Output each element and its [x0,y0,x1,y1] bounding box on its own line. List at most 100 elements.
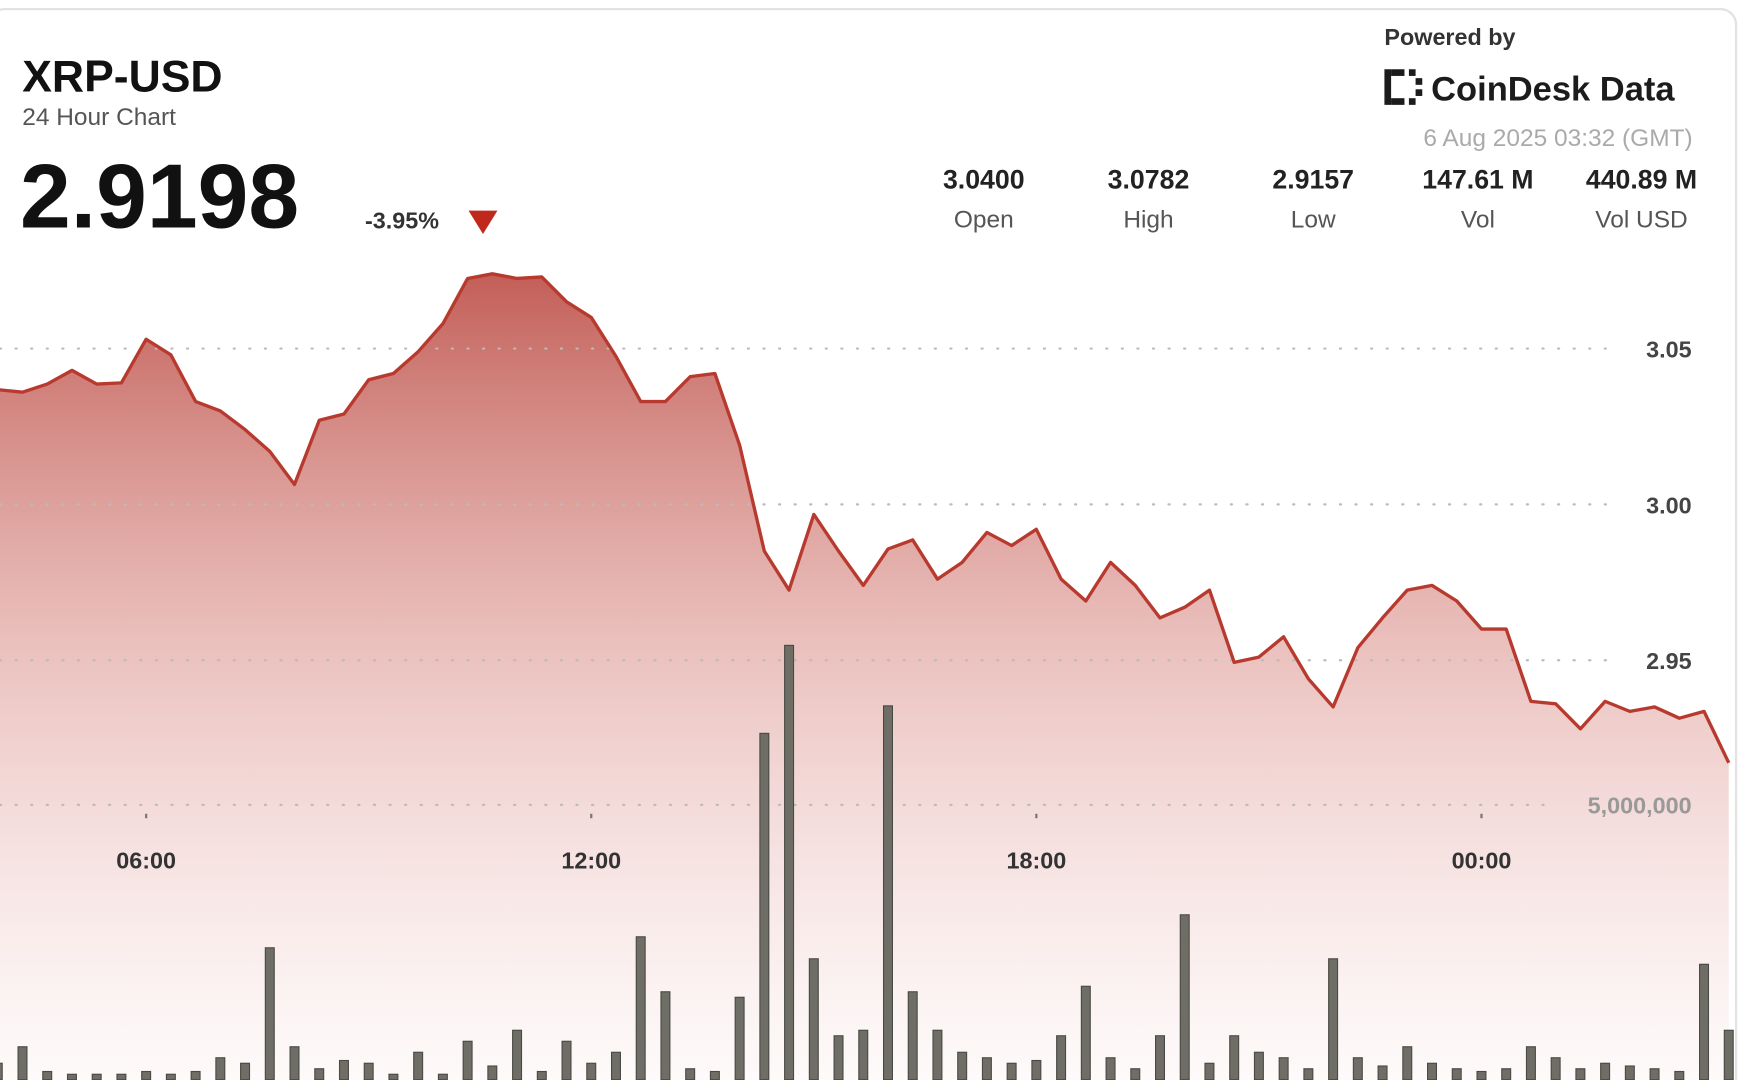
volume-bar [1575,1068,1586,1080]
volume-bar [1723,1029,1734,1080]
volume-bar [264,947,275,1080]
volume-bar [907,991,918,1080]
volume-bar [808,958,819,1080]
volume-bar [1253,1051,1264,1080]
y2-tick-label: 5,000,000 [1588,793,1692,819]
volume-bar [833,1035,844,1080]
y-tick-label: 3.05 [1646,336,1691,362]
volume-bar [709,1070,720,1080]
volume-bar [1278,1057,1289,1080]
volume-bar [1080,985,1091,1080]
stat-label: Open [954,206,1014,233]
volume-bar [1476,1070,1487,1080]
down-arrow [468,210,498,234]
volume-bar [363,1062,374,1080]
volume-bar [1624,1065,1635,1080]
volume-bar [1352,1057,1363,1080]
price-area [0,273,1729,1080]
x-tick-label: 12:00 [561,847,621,873]
timestamp: 6 Aug 2025 03:32 (GMT) [1423,125,1692,152]
volume-bar [981,1057,992,1080]
change: -3.95% [365,207,439,233]
symbol: XRP-USD [22,53,222,102]
volume-bar [1451,1068,1462,1080]
volume-bar [1031,1059,1042,1080]
volume-bar [462,1040,473,1080]
x-tick-label: 18:00 [1006,847,1066,873]
volume-bar [190,1070,201,1080]
volume-bar [635,936,646,1080]
volume-bar [957,1051,968,1080]
volume-bar [66,1073,77,1080]
stat-label: High [1123,206,1173,233]
volume-bar [165,1073,176,1080]
price-line [0,272,1731,764]
volume-bar [1130,1068,1141,1080]
stats: 3.0400 Open 3.0782 High 2.9157 Low 147.61 M Vol… [943,164,1697,233]
volume-bar [561,1040,572,1080]
volume-bar [413,1051,424,1080]
volume-bar [660,991,671,1080]
volume-bar [338,1059,349,1080]
stat-value: 3.0782 [1108,164,1190,194]
stat-label: Vol USD [1595,206,1687,233]
brand: CoinDesk Data [1431,70,1675,108]
volume-bar [1006,1062,1017,1080]
volume-bar [487,1065,498,1080]
volume-bar [141,1070,152,1080]
volume-bar [314,1068,325,1080]
volume-bar [42,1070,53,1080]
volume-bar [512,1029,523,1080]
volume-bar [784,644,795,1080]
price: 2.9198 [20,145,299,247]
volume-bar [1699,963,1710,1080]
stat-value: 440.89 M [1586,164,1697,194]
y-tick-label: 3.00 [1646,492,1691,518]
volume-bar [437,1073,448,1080]
x-tick-label: 00:00 [1452,847,1512,873]
volume-bar [1328,958,1339,1080]
volume-bar [932,1029,943,1080]
volume-bar [1525,1046,1536,1080]
x-tick-label: 06:00 [116,847,176,873]
volume-bar [1674,1070,1685,1080]
volume-bar [1179,914,1190,1080]
volume-bar [1229,1035,1240,1080]
volume-bar [240,1062,251,1080]
volume-bar [1154,1035,1166,1080]
volume-bar [91,1073,102,1080]
volume-bar [1204,1062,1215,1080]
volume-bar [536,1070,547,1080]
volume-bar [0,1062,3,1080]
volume-bar [215,1057,226,1080]
volume-bar [1649,1068,1660,1080]
stat-value: 2.9157 [1272,164,1354,194]
volume-bar [17,1046,28,1080]
volume-bar [1600,1062,1611,1080]
volume-bar [882,705,893,1080]
volume-bar [1550,1057,1561,1080]
stat-label: Low [1291,206,1336,233]
volume-bar [610,1051,621,1080]
volume-bar [388,1073,399,1080]
stat-value: 3.0400 [943,164,1025,194]
volume-bar [858,1029,869,1080]
volume-bar [1377,1065,1388,1080]
stat-label: Vol [1461,206,1495,233]
y-tick-label: 2.95 [1646,648,1691,674]
volume-bar [1056,1035,1067,1080]
subtitle: 24 Hour Chart [22,104,176,131]
volume-bar [1427,1062,1438,1080]
volume-bar [1105,1057,1116,1080]
volume-bar [685,1068,696,1080]
stat-value: 147.61 M [1422,164,1533,194]
plot: 3.05 3.00 2.95 5,000,000 06:00 12:00 18:00 00:0… [0,272,1734,1080]
volume-bar [1501,1068,1512,1080]
powered-by: Powered by [1384,24,1515,50]
volume-bar [1303,1068,1314,1080]
volume-bar [1402,1046,1413,1080]
volume-bar [289,1046,300,1080]
volume-bar [734,996,745,1080]
